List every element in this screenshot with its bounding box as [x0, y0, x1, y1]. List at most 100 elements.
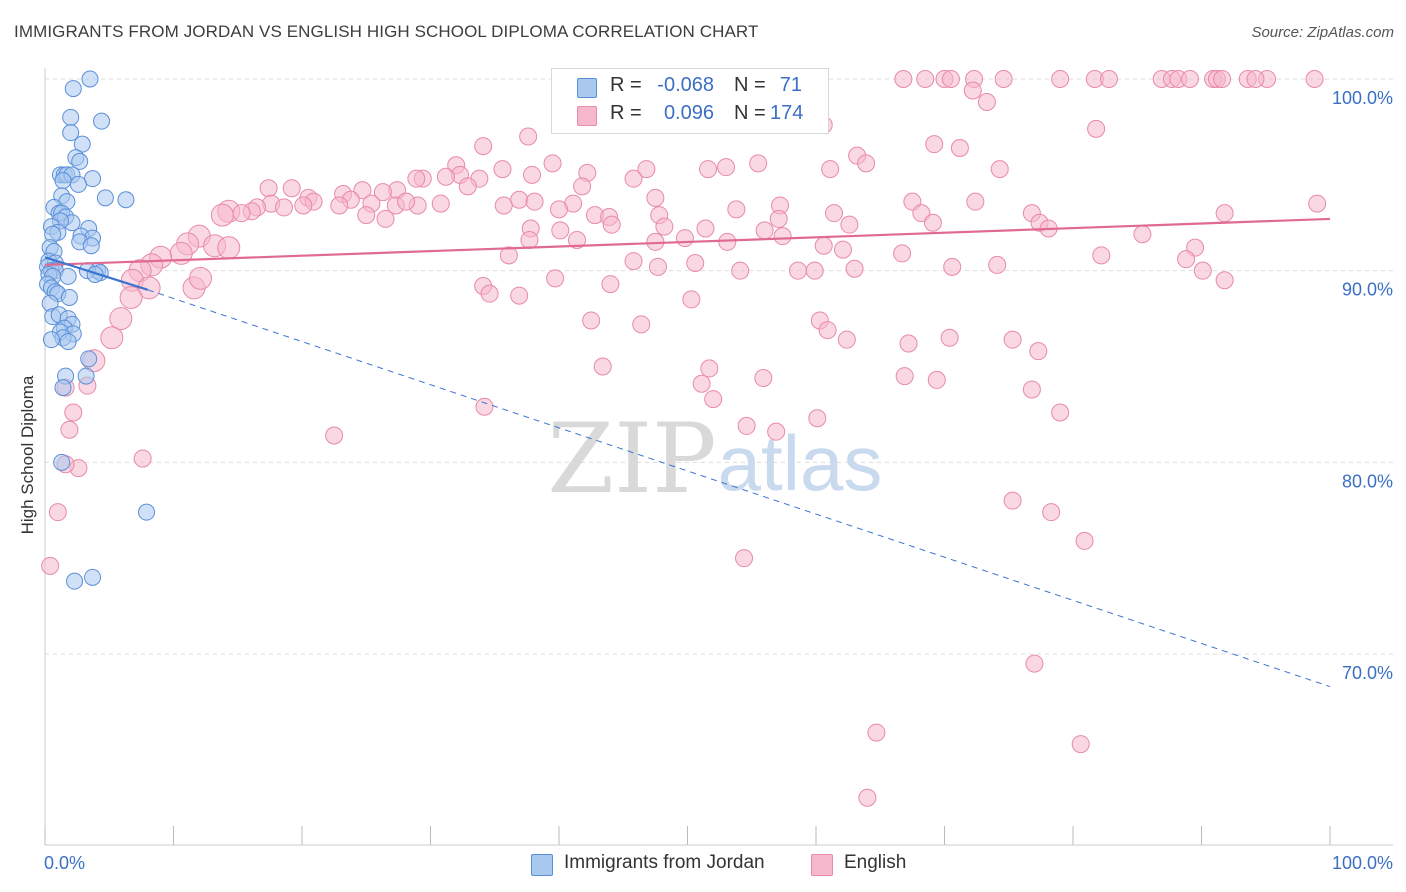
english-point — [1246, 70, 1265, 88]
english-point — [731, 261, 750, 280]
english-point — [474, 137, 493, 156]
grid-lines — [45, 78, 1393, 655]
english-point — [646, 188, 665, 207]
english-point — [41, 556, 60, 575]
english-point — [916, 70, 935, 88]
english-point — [1071, 735, 1090, 754]
english-point — [755, 221, 774, 240]
english-point — [814, 236, 833, 255]
english-point — [789, 261, 808, 280]
english-point — [824, 204, 843, 223]
jordan-point — [62, 124, 80, 142]
english-point — [894, 70, 913, 88]
english-point — [950, 139, 969, 157]
english-point — [735, 549, 754, 568]
english-point — [188, 266, 212, 290]
english-point — [330, 196, 349, 215]
english-point — [895, 367, 914, 386]
axes — [44, 68, 1393, 846]
english-point — [637, 160, 656, 179]
english-point — [858, 788, 877, 807]
watermark: ZIP atlas — [547, 403, 882, 515]
english-point — [493, 160, 512, 179]
english-point — [376, 209, 395, 228]
chart-title: IMMIGRANTS FROM JORDAN VS ENGLISH HIGH S… — [14, 22, 759, 41]
english-point — [994, 70, 1013, 88]
english-point — [60, 420, 79, 439]
english-point — [675, 229, 694, 248]
english-point — [525, 192, 544, 211]
english-point — [977, 93, 996, 111]
jordan-point — [82, 237, 100, 255]
jordan-point — [54, 379, 72, 397]
english-point — [941, 70, 960, 88]
english-point — [573, 177, 592, 196]
english-point — [64, 403, 83, 422]
english-point — [282, 179, 301, 198]
english-point — [582, 311, 601, 330]
english-point — [1022, 380, 1041, 399]
english-point — [818, 321, 837, 340]
series-label-jordan: Immigrants from Jordan — [564, 852, 765, 873]
jordan-point — [62, 108, 80, 126]
jordan-point — [84, 170, 102, 188]
english-point — [773, 227, 792, 246]
legend-swatch-blue — [577, 78, 597, 98]
english-point — [857, 154, 876, 173]
english-point — [704, 390, 723, 409]
english-point — [767, 422, 786, 441]
english-point — [480, 284, 499, 303]
jordan-point — [54, 172, 72, 190]
english-point — [686, 254, 705, 272]
english-point — [210, 203, 234, 227]
legend-r-value: -0.068 — [657, 74, 714, 96]
english-point — [925, 135, 944, 154]
english-point — [845, 259, 864, 278]
english-trend-line — [44, 217, 1331, 267]
english-point — [353, 181, 372, 200]
english-point — [717, 158, 736, 177]
x-tick-label: 0.0% — [44, 853, 85, 873]
legend-n-value: 174 — [770, 102, 804, 124]
english-point — [1042, 503, 1061, 522]
english-point — [523, 165, 542, 184]
english-point — [737, 416, 756, 435]
english-point — [133, 449, 152, 468]
watermark-zip: ZIP — [547, 403, 716, 515]
english-point — [867, 723, 886, 742]
series-swatch-blue — [531, 854, 553, 876]
english-point — [718, 232, 737, 251]
english-point — [1003, 330, 1022, 349]
english-point — [805, 261, 824, 280]
english-point — [550, 200, 568, 219]
english-point — [520, 231, 539, 249]
english-point — [494, 196, 513, 215]
english-point — [137, 276, 161, 300]
english-point — [940, 328, 959, 347]
english-point — [325, 426, 344, 445]
jordan-point — [64, 80, 82, 98]
english-point — [519, 127, 538, 146]
legend-r-label: R = — [610, 74, 642, 96]
english-point — [943, 257, 962, 276]
jordan-point — [59, 333, 77, 351]
english-point — [551, 221, 570, 240]
english-point — [1051, 403, 1070, 422]
english-point — [682, 290, 701, 309]
english-point — [259, 179, 278, 198]
english-point — [1025, 654, 1044, 673]
english-point — [1180, 70, 1199, 88]
series-swatch-pink — [811, 854, 833, 876]
jordan-point — [93, 112, 111, 130]
english-point — [397, 192, 416, 211]
english-point — [458, 177, 477, 196]
english-point — [1029, 342, 1048, 361]
y-tick-label: 90.0% — [1342, 280, 1393, 300]
english-point — [966, 192, 985, 211]
english-point — [700, 359, 719, 378]
english-point — [696, 219, 715, 238]
y-tick-label: 70.0% — [1342, 663, 1393, 683]
english-point — [821, 160, 840, 179]
jordan-trend-line — [44, 256, 149, 291]
source-label: Source: ZipAtlas.com — [1251, 24, 1394, 41]
